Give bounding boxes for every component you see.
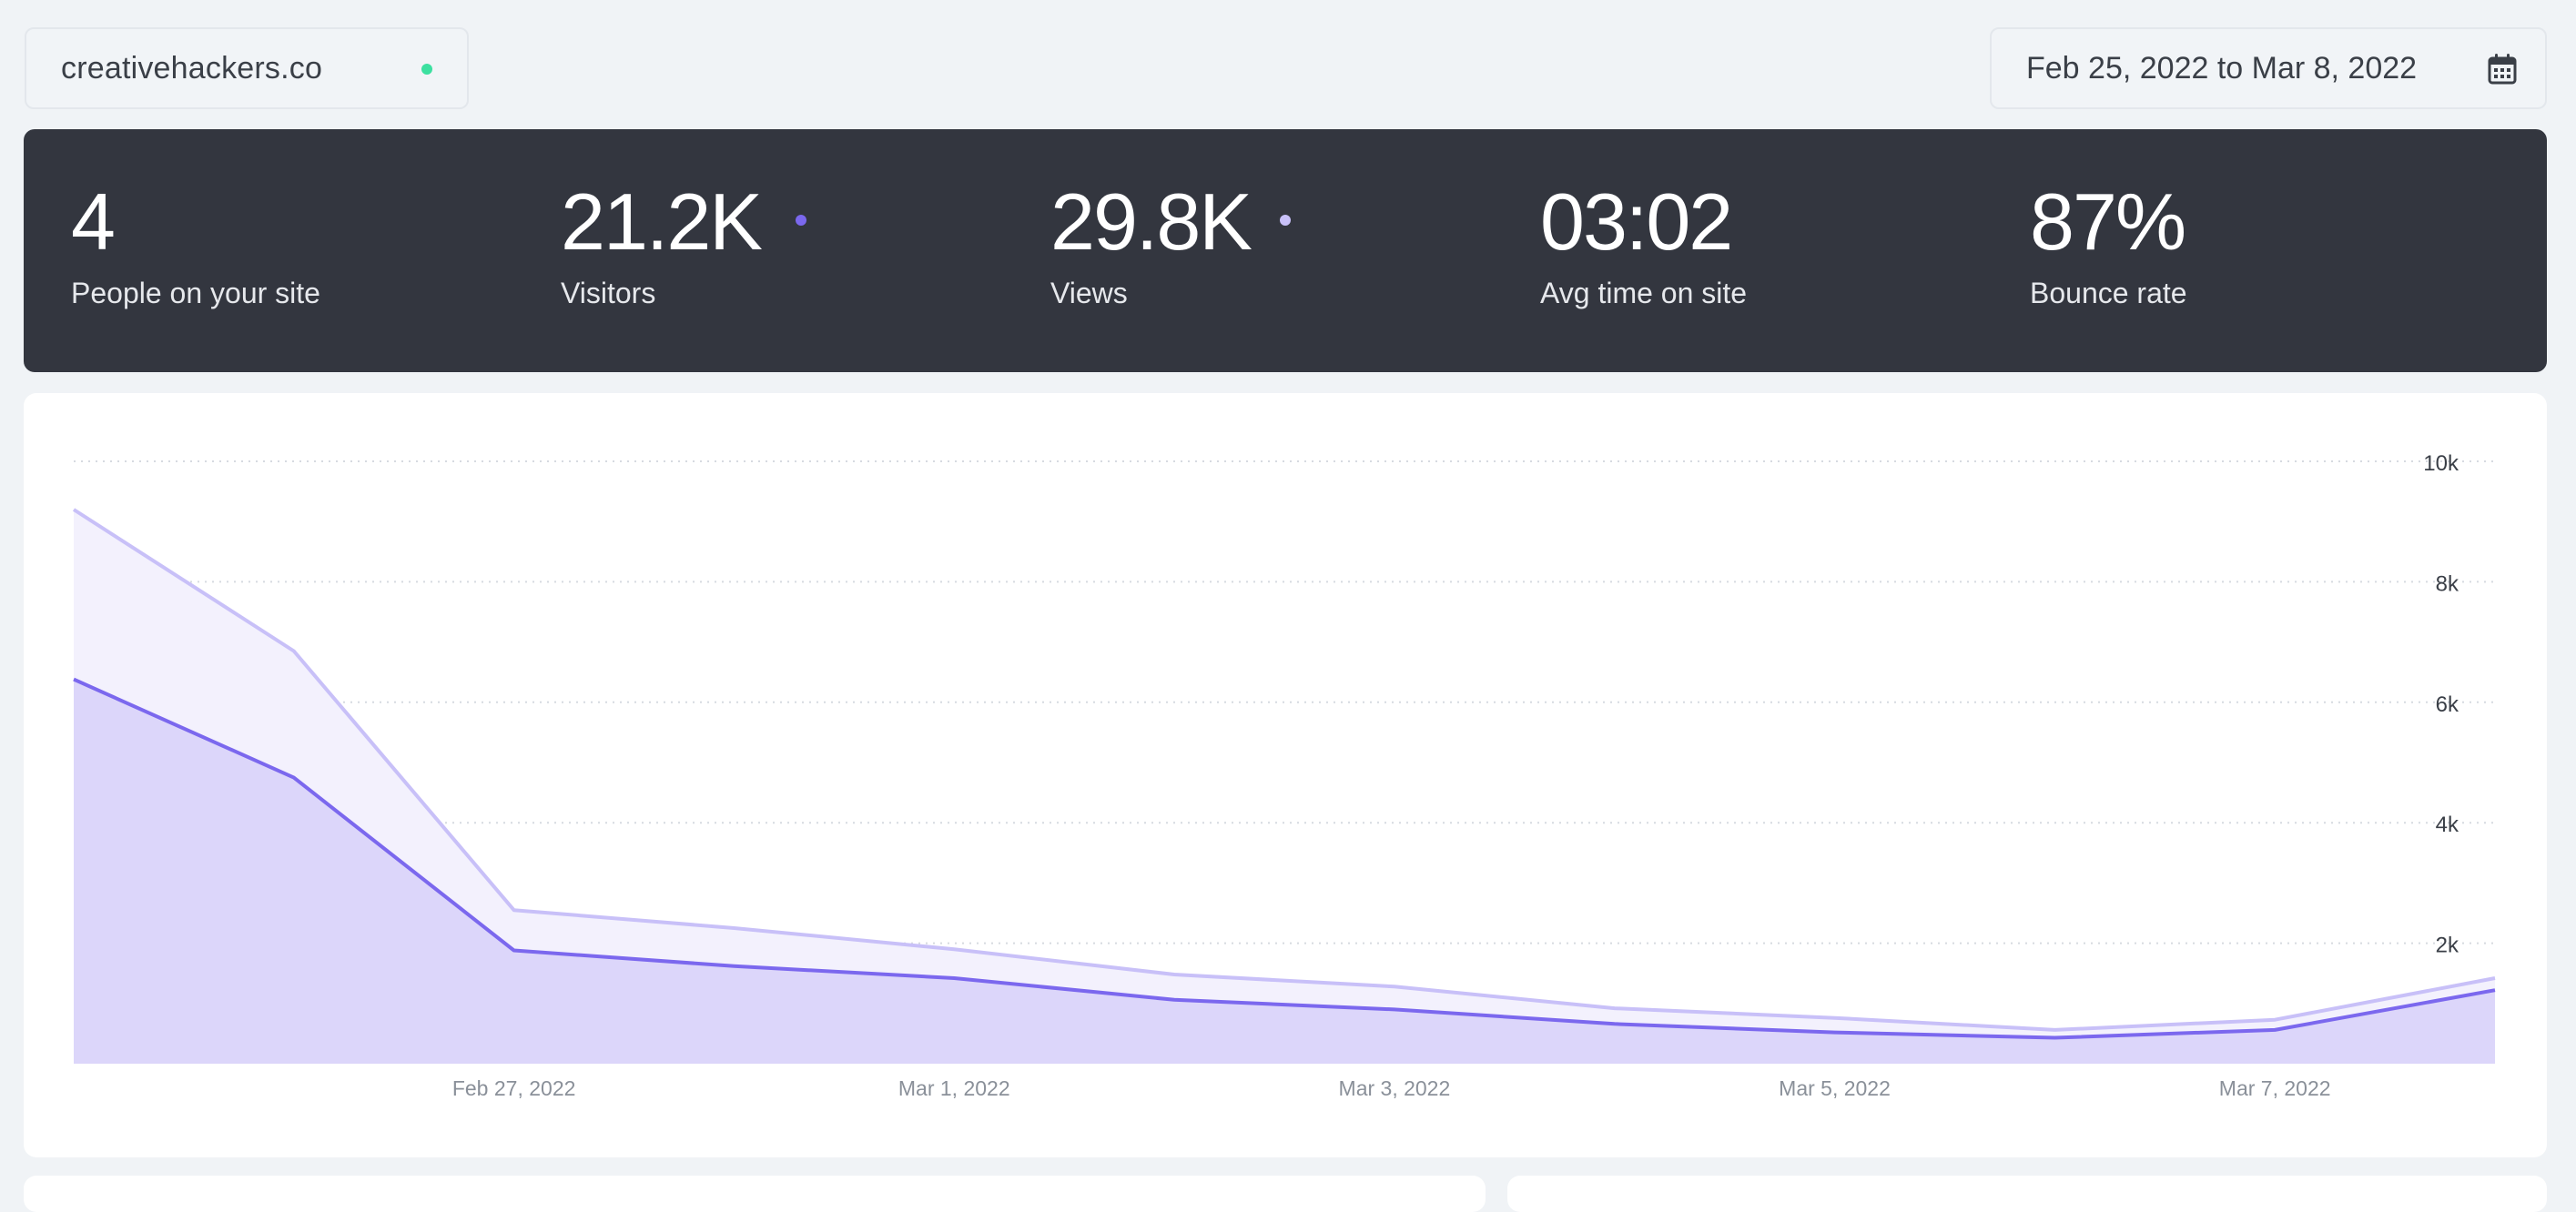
y-tick-label: 4k xyxy=(2436,813,2459,837)
calendar-icon[interactable] xyxy=(2487,53,2518,86)
live-status-dot xyxy=(421,64,432,75)
stat-label: Views xyxy=(1050,277,1128,309)
stat-bounce-rate: 87% Bounce rate xyxy=(2030,182,2187,310)
y-tick-label: 2k xyxy=(2436,934,2459,958)
stats-panel: 4 People on your site 21.2K Visitors 29.… xyxy=(24,129,2547,372)
date-range-text: Feb 25, 2022 to Mar 8, 2022 xyxy=(2026,50,2418,86)
stat-label: Avg time on site xyxy=(1540,277,1748,309)
traffic-chart[interactable]: 2k 4k 6k 8k 10k Feb 27, 2022 Mar 1, 2022 Mar 3,… xyxy=(24,393,2547,1157)
visitors-legend-dot xyxy=(796,215,806,226)
stat-views[interactable]: 29.8K Views xyxy=(1050,177,1291,310)
y-tick-label: 8k xyxy=(2436,571,2459,596)
stat-value: 87% xyxy=(2030,177,2186,267)
referrers-card xyxy=(1507,1176,2547,1212)
site-name: creativehackers.co xyxy=(61,50,323,86)
stat-label: People on your site xyxy=(71,277,320,309)
top-bar: creativehackers.co Feb 25, 2022 to Mar 8… xyxy=(0,0,2576,127)
stat-value: 4 xyxy=(71,177,116,267)
views-legend-dot xyxy=(1280,215,1291,226)
y-tick-label: 10k xyxy=(2423,451,2459,476)
x-tick-label: Feb 27, 2022 xyxy=(452,1076,576,1100)
pages-card xyxy=(24,1176,1486,1212)
date-range-picker[interactable]: Feb 25, 2022 to Mar 8, 2022 xyxy=(1990,27,2547,109)
stat-value: 29.8K xyxy=(1050,177,1253,267)
visitors-line xyxy=(73,677,2496,1040)
y-tick-label: 6k xyxy=(2436,692,2459,717)
x-tick-label: Mar 3, 2022 xyxy=(1339,1076,1451,1100)
stat-label: Bounce rate xyxy=(2030,277,2187,309)
x-tick-label: Mar 1, 2022 xyxy=(898,1076,1010,1100)
site-selector[interactable]: creativehackers.co xyxy=(25,27,469,109)
traffic-chart-card: 2k 4k 6k 8k 10k Feb 27, 2022 Mar 1, 2022 Mar 3,… xyxy=(24,393,2547,1157)
stat-value: 21.2K xyxy=(561,177,763,267)
visitors-area xyxy=(74,679,2495,1064)
stat-visitors[interactable]: 21.2K Visitors xyxy=(561,177,806,310)
views-line xyxy=(72,508,2496,1032)
stat-value: 03:02 xyxy=(1540,177,1733,267)
stat-live-people: 4 People on your site xyxy=(71,182,320,310)
x-tick-label: Mar 5, 2022 xyxy=(1779,1076,1891,1100)
stat-avg-time: 03:02 Avg time on site xyxy=(1540,182,1747,310)
x-tick-label: Mar 7, 2022 xyxy=(2219,1076,2331,1100)
stat-label: Visitors xyxy=(561,277,656,309)
